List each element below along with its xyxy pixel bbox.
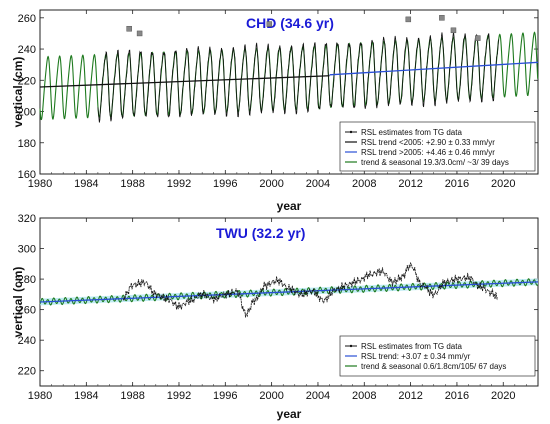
twu-x-tick-label: 2012 bbox=[398, 390, 422, 402]
chd-legend-trend2: RSL trend >2005: +4.46 ± 0.46 mm/yr bbox=[361, 148, 495, 157]
chd-y-tick-label: 160 bbox=[18, 169, 36, 181]
twu-trend-line bbox=[39, 281, 539, 303]
chd-y-tick-label: 200 bbox=[18, 107, 36, 119]
twu-legend-trend: RSL trend: +3.07 ± 0.34 mm/yr bbox=[361, 352, 471, 361]
chd-outlier-point bbox=[136, 30, 143, 37]
chd-x-tick-label: 2016 bbox=[445, 178, 469, 190]
twu-legend-swatch-tg-dot bbox=[349, 344, 353, 348]
chd-x-axis-label: year bbox=[277, 199, 302, 213]
chd-x-tick-label: 1988 bbox=[120, 178, 144, 190]
chd-axes: 1980 1984 1988 1992 1996 2000 2004 2008 2012 2016… bbox=[18, 10, 539, 190]
chd-y-tick-label: 240 bbox=[18, 44, 36, 56]
chd-y-tick-label: 180 bbox=[18, 138, 36, 150]
twu-y-tick-label: 220 bbox=[18, 366, 36, 378]
chd-outlier-point bbox=[439, 15, 445, 21]
chd-legend-swatch-tg-dot bbox=[349, 130, 353, 134]
chd-y-tick-label: 260 bbox=[18, 13, 36, 25]
twu-y-tick-label: 320 bbox=[18, 213, 36, 225]
twu-legend-box bbox=[339, 335, 536, 377]
chd-x-tick-label: 2000 bbox=[259, 178, 283, 190]
twu-legend: RSL estimates from TG data RSL trend: +3… bbox=[339, 335, 536, 377]
chd-outlier-point bbox=[126, 25, 132, 32]
chd-legend-tg: RSL estimates from TG data bbox=[361, 128, 462, 137]
chd-legend: RSL estimates from TG data RSL trend <20… bbox=[339, 121, 536, 172]
twu-data bbox=[39, 261, 539, 318]
chd-trend-before-2005-line bbox=[39, 75, 330, 88]
twu-x-tick-label: 2008 bbox=[352, 390, 376, 402]
chd-x-tick-label: 2020 bbox=[491, 178, 515, 190]
twu-x-tick-label: 2000 bbox=[259, 390, 283, 402]
chd-x-tick-label: 1996 bbox=[213, 178, 237, 190]
chd-x-tick-label: 1992 bbox=[167, 178, 191, 190]
twu-x-tick-label: 1980 bbox=[28, 390, 52, 402]
twu-title: TWU (32.2 yr) bbox=[216, 225, 305, 241]
twu-axes: 1980 1984 1988 1992 1996 2000 2004 2008 2012 2016… bbox=[18, 213, 539, 402]
chd-data bbox=[39, 15, 539, 123]
chd-panel: CHD (34.6 yr) vertical (cm) year 1980 198… bbox=[11, 9, 539, 213]
twu-tg-estimates-line bbox=[122, 261, 498, 318]
twu-x-axis-label: year bbox=[277, 407, 302, 421]
twu-x-tick-label: 2004 bbox=[306, 390, 330, 402]
twu-x-tick-label: 1984 bbox=[74, 390, 98, 402]
twu-y-tick-label: 240 bbox=[18, 335, 36, 347]
chd-outlier-point bbox=[266, 21, 273, 27]
chd-outlier-point bbox=[405, 16, 412, 23]
twu-x-tick-label: 2020 bbox=[491, 390, 515, 402]
twu-y-tick-label: 260 bbox=[18, 305, 36, 317]
twu-legend-tg: RSL estimates from TG data bbox=[361, 342, 462, 351]
twu-y-axis-label: vertical (cm) bbox=[11, 267, 25, 338]
chd-title: CHD (34.6 yr) bbox=[246, 15, 334, 31]
chd-legend-box bbox=[339, 121, 536, 172]
chd-x-tick-label: 2008 bbox=[352, 178, 376, 190]
chd-x-tick-label: 1984 bbox=[74, 178, 98, 190]
twu-seasonal-model-line bbox=[39, 278, 539, 306]
chd-x-tick-label: 1980 bbox=[28, 178, 52, 190]
chd-legend-trend1: RSL trend <2005: +2.90 ± 0.33 mm/yr bbox=[361, 138, 495, 147]
twu-x-tick-label: 1988 bbox=[120, 390, 144, 402]
twu-panel: TWU (32.2 yr) vertical (cm) year 1980 198… bbox=[11, 213, 539, 421]
twu-x-tick-label: 2016 bbox=[445, 390, 469, 402]
chd-x-tick-label: 2012 bbox=[398, 178, 422, 190]
twu-y-tick-label: 280 bbox=[18, 274, 36, 286]
chd-legend-seasonal: trend & seasonal 19.3/3.0cm/ ~3/ 39 days bbox=[361, 158, 509, 167]
twu-x-tick-label: 1996 bbox=[213, 390, 237, 402]
chd-tg-estimates-line bbox=[97, 31, 499, 123]
chd-outlier-point bbox=[450, 27, 457, 34]
chd-outlier-point bbox=[475, 35, 481, 41]
twu-legend-seasonal: trend & seasonal 0.6/1.8cm/105/ 67 days bbox=[361, 362, 506, 371]
chd-x-tick-label: 2004 bbox=[306, 178, 330, 190]
chd-trend-after-2005-line bbox=[329, 61, 539, 76]
chd-y-tick-label: 220 bbox=[18, 75, 36, 87]
twu-y-tick-label: 300 bbox=[18, 244, 36, 256]
twu-x-tick-label: 1992 bbox=[167, 390, 191, 402]
chd-y-axis-label: vertical (cm) bbox=[11, 57, 25, 128]
